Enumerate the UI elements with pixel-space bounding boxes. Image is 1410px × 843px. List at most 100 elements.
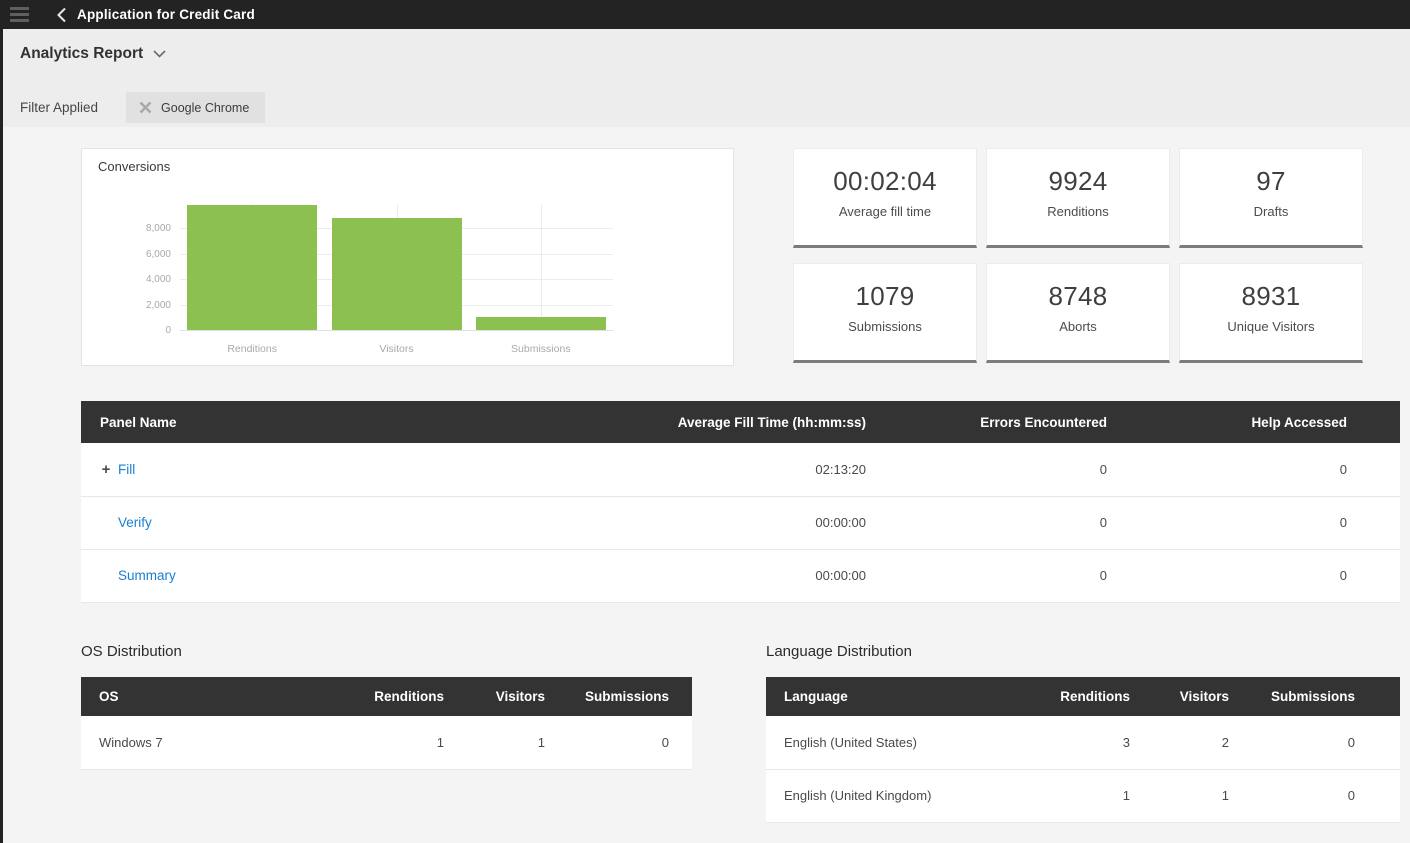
column-header-panel-name: Panel Name [81,401,566,443]
y-axis-tick-label: 2,000 [145,299,171,311]
panel-table-header: Panel Name Average Fill Time (hh:mm:ss) … [81,401,1400,443]
column-header-avg-fill-time: Average Fill Time (hh:mm:ss) [566,401,866,443]
panel-table-body: + Fill 02:13:20 0 0 Verify 00:00:00 0 0 Summary 00… [81,443,1400,603]
fill-time-cell: 02:13:20 [566,443,866,497]
panel-name-cell: Summary [81,549,566,603]
stat-card-value: 8931 [1241,281,1301,311]
stat-card-value: 9924 [1048,166,1108,196]
chart-bar-renditions [187,204,318,331]
filter-applied-label: Filter Applied [20,100,99,115]
stat-card-label: Aborts [1059,319,1097,334]
report-type-dropdown[interactable]: Analytics Report [20,45,166,63]
language-table-body: English (United States) 3 2 0 English (Unite… [766,716,1400,823]
back-button[interactable] [49,5,73,25]
chart-bar-visitors [331,217,462,331]
help-cell: 0 [1107,496,1400,550]
value-cell: 1 [1130,769,1229,823]
stat-card: 00:02:04 Average fill time [793,148,977,248]
panel-table-row: + Fill 02:13:20 0 0 [81,443,1400,497]
name-cell: English (United Kingdom) [766,769,1006,823]
stat-card: 8748 Aborts [986,263,1170,363]
column-header-help: Help Accessed [1107,401,1400,443]
os-distribution-section: OS Renditions Visitors Submissions Windo… [81,677,692,770]
os-distribution-table: OS Renditions Visitors Submissions Windo… [81,677,692,770]
language-distribution-section: Language Renditions Visitors Submissions… [766,677,1400,823]
value-cell: 1 [321,716,444,770]
value-cell: 0 [1229,769,1400,823]
stat-card-label: Renditions [1047,204,1109,219]
chevron-down-icon [153,50,166,58]
panel-link[interactable]: Fill [118,461,136,477]
chart-bar-submissions [475,317,606,331]
help-cell: 0 [1107,549,1400,603]
column-header-visitors: Visitors [444,677,545,716]
panel-name-cell: + Fill [81,443,566,497]
y-axis-tick-label: 6,000 [145,248,171,260]
panel-link[interactable]: Summary [118,568,176,583]
value-cell: 2 [1130,716,1229,770]
column-header-visitors: Visitors [1130,677,1229,716]
os-distribution-title: OS Distribution [81,643,182,660]
stat-card: 97 Drafts [1179,148,1363,248]
language-table-header: Language Renditions Visitors Submissions [766,677,1400,716]
column-header-submissions: Submissions [545,677,692,716]
table-row: English (United States) 3 2 0 [766,716,1400,770]
panel-table-row: Summary 00:00:00 0 0 [81,549,1400,603]
errors-cell: 0 [866,549,1107,603]
fill-time-cell: 00:00:00 [566,496,866,550]
conversions-chart-panel: Conversions 0 2,000 4,000 6,000 8,000 Renditi… [81,148,734,366]
stat-card: 9924 Renditions [986,148,1170,248]
stat-card: 1079 Submissions [793,263,977,363]
stat-card-value: 1079 [855,281,915,311]
y-axis-tick-label: 0 [165,325,171,336]
errors-cell: 0 [866,496,1107,550]
os-table-header: OS Renditions Visitors Submissions [81,677,692,716]
name-cell: English (United States) [766,716,1006,770]
stat-card-value: 97 [1256,166,1286,196]
left-rail-edge [0,0,3,843]
x-axis-category-label: Visitors [379,343,414,355]
language-distribution-table: Language Renditions Visitors Submissions… [766,677,1400,823]
value-cell: 1 [1006,769,1130,823]
column-header-language: Language [766,677,1006,716]
stat-card-label: Average fill time [838,204,932,219]
value-cell: 0 [1229,716,1400,770]
panel-metrics-section: Panel Name Average Fill Time (hh:mm:ss) … [81,401,1400,603]
stat-card-label: Unique Visitors [1227,319,1315,334]
table-row: English (United Kingdom) 1 1 0 [766,769,1400,823]
errors-cell: 0 [866,443,1107,497]
value-cell: 3 [1006,716,1130,770]
panel-name-cell: Verify [81,496,566,550]
column-header-renditions: Renditions [1006,677,1130,716]
page-title: Application for Credit Card [77,7,255,22]
remove-filter-icon[interactable] [139,101,152,114]
x-axis-category-label: Renditions [227,343,277,355]
column-header-submissions: Submissions [1229,677,1400,716]
x-axis-baseline [180,330,613,331]
stat-card-value: 00:02:04 [833,166,937,196]
column-header-renditions: Renditions [321,677,444,716]
chart-plot: 0 2,000 4,000 6,000 8,000 Renditions Visitors S… [146,204,613,355]
stat-cards: 00:02:04 Average fill time 9924 Renditions 9… [793,148,1363,363]
stat-card-label: Drafts [1253,204,1289,219]
help-cell: 0 [1107,443,1400,497]
hamburger-menu-icon[interactable] [10,7,29,22]
panel-link[interactable]: Verify [118,515,152,530]
filter-row: Filter Applied Google Chrome [20,92,266,123]
chart-title: Conversions [98,159,171,174]
stat-card: 8931 Unique Visitors [1179,263,1363,363]
chevron-left-icon [56,7,66,22]
stat-card-value: 8748 [1048,281,1108,311]
language-distribution-title: Language Distribution [766,643,912,660]
panel-table-row: Verify 00:00:00 0 0 [81,496,1400,550]
filter-chip-google-chrome[interactable]: Google Chrome [126,92,266,123]
report-header-band: Analytics Report Filter Applied Google C… [0,29,1410,127]
column-header-os: OS [81,677,321,716]
expand-row-icon[interactable]: + [101,460,111,478]
y-axis-tick-label: 4,000 [145,274,171,286]
gridline-vertical [540,204,542,331]
name-cell: Windows 7 [81,716,321,770]
value-cell: 0 [545,716,692,770]
